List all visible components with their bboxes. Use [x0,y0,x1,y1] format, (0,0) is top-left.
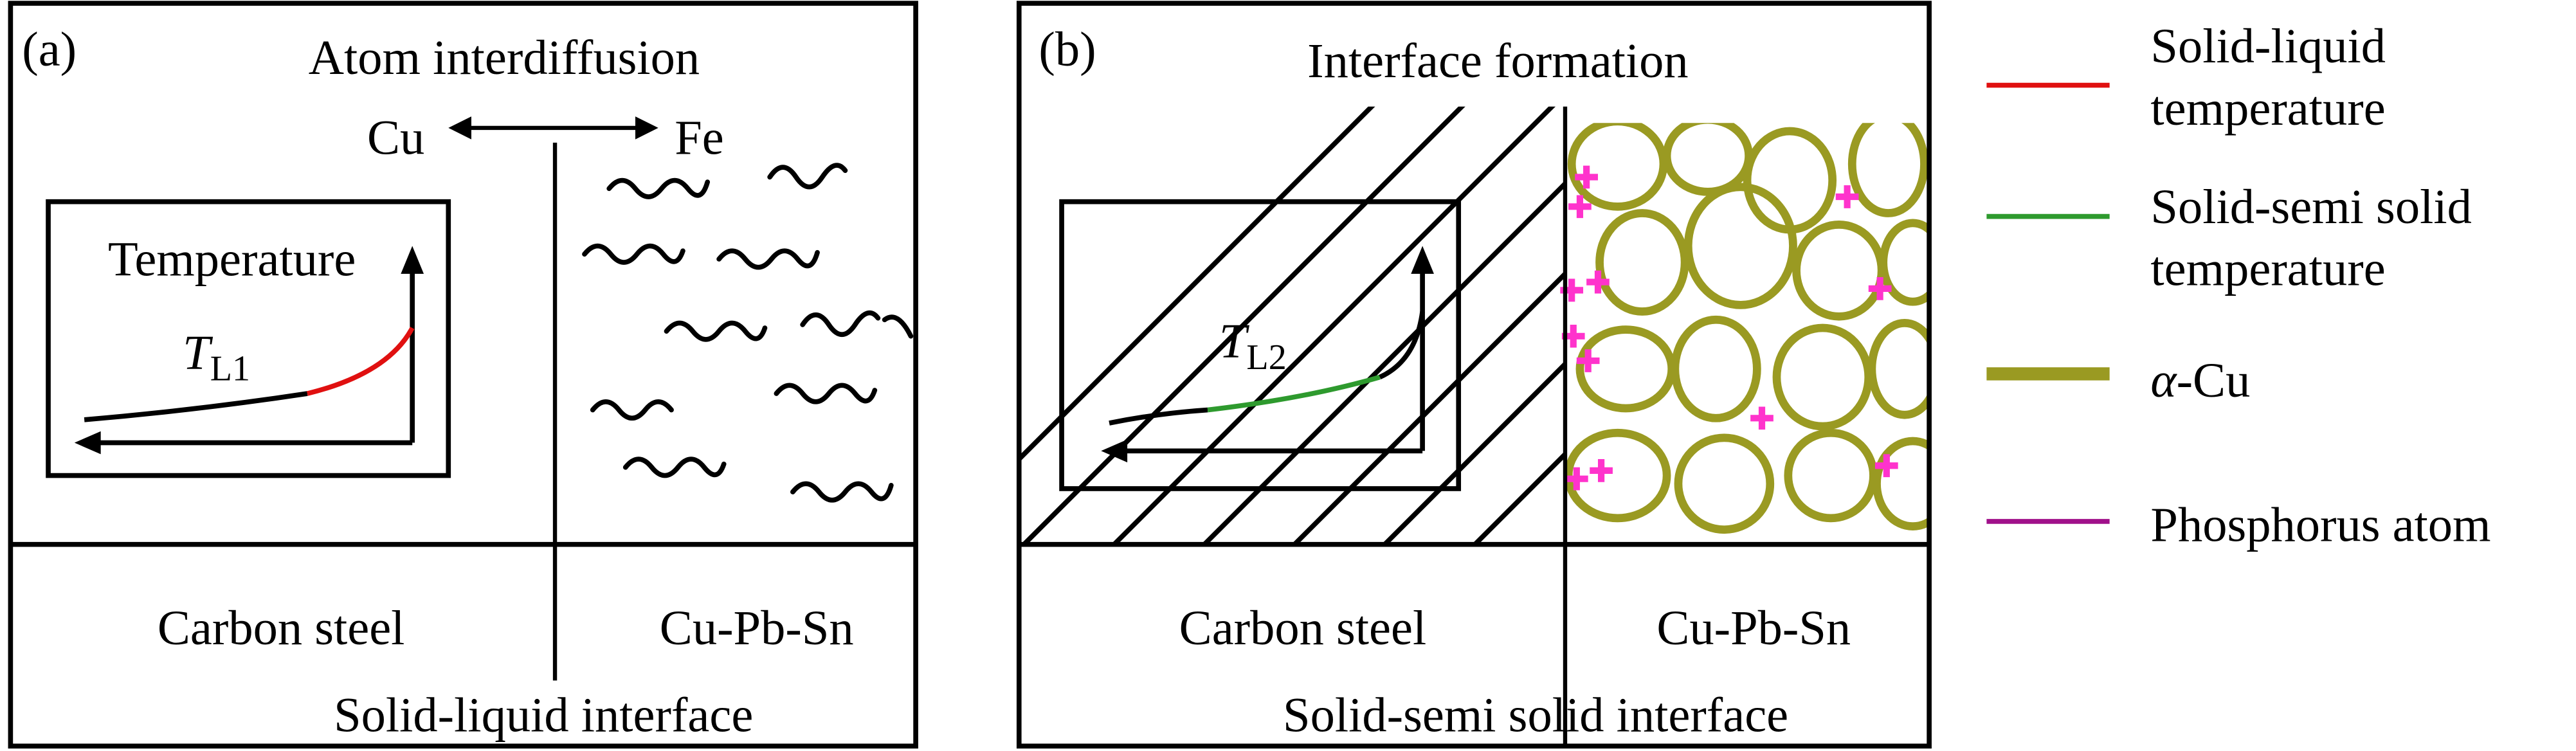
curve-segment [84,391,308,422]
curve-segment [1207,374,1381,413]
hatch-line [1381,360,1565,545]
phosphorus-atom [1586,270,1610,294]
curve-segment [307,327,415,396]
interface-label: Solid-semi solid interface [1283,687,1788,742]
legend-text: Solid-liquid [2150,19,2386,73]
phosphorus-atom [1590,459,1613,482]
inset [46,199,451,478]
phosphorus-atom [1750,406,1773,430]
panel-frame [8,1,918,749]
panel-a: (a) Atom interdiffusion Cu Fe Temperatur… [8,1,918,749]
axis-label: Temperature [108,231,356,286]
region-label: Cu-Pb-Sn [660,601,854,655]
curve-label: TL1 [183,325,250,389]
curve-segment [1379,311,1425,380]
phosphorus-atom [1565,467,1588,491]
symbol: T [1219,314,1250,368]
element-label: Cu [367,111,424,165]
hatch-line [1291,270,1565,545]
text: -Cu [2177,353,2251,408]
hatch-line [1471,451,1565,545]
panel-title: Interface formation [1307,33,1689,88]
grain [1873,437,1930,530]
panel-title: Atom interdiffusion [309,30,700,85]
hatch-line [1111,106,1556,545]
legend-text: temperature [2150,81,2385,136]
grain [1683,183,1797,309]
hatch-line [1019,106,1375,463]
region-label: Carbon steel [158,601,405,655]
subscript: L2 [1246,338,1286,377]
inset [1059,199,1462,491]
hatch-line [1020,106,1465,545]
grain [1595,209,1689,316]
curve-label: TL2 [1219,314,1287,377]
panel-frame [1016,1,1932,749]
panel-label: (a) [22,22,77,77]
interface-label: Solid-liquid interface [334,687,753,742]
subscript: L1 [210,349,250,389]
grain [1671,315,1761,422]
phosphorus-atom [1575,165,1598,189]
legend: Solid-liquid temperature Solid-semi soli… [1986,19,2491,552]
symbol: T [183,325,213,380]
legend-text: Phosphorus atom [2150,498,2490,552]
symbol: α [2150,353,2177,408]
phosphorus-atom [1868,276,1892,300]
diffusion-arrow [448,116,658,140]
phosphorus-atom [1568,195,1592,219]
phosphorus-atom [1874,454,1898,478]
grain [1674,433,1775,534]
phosphorus-atom [1576,349,1600,372]
grain [1867,319,1930,419]
legend-text: Solid-semi solid [2150,179,2471,234]
phosphorus-atom [1835,185,1859,208]
legend-text: α-Cu [2150,353,2250,408]
grain [1879,219,1930,306]
grain [1567,123,1668,211]
alpha-cu-network [1566,123,1930,534]
panel-label: (b) [1039,22,1096,77]
atoms [582,163,914,503]
curve-segment [1109,407,1208,426]
element-label: Fe [675,111,724,165]
panel-b: (b) Interface formation TL2 Carbon steel… [1016,1,1932,749]
region-label: Cu-Pb-Sn [1656,601,1851,655]
phosphorus-atoms [1560,165,1898,491]
grain [1847,123,1928,217]
region-label: Carbon steel [1179,601,1427,655]
legend-text: temperature [2150,242,2385,296]
